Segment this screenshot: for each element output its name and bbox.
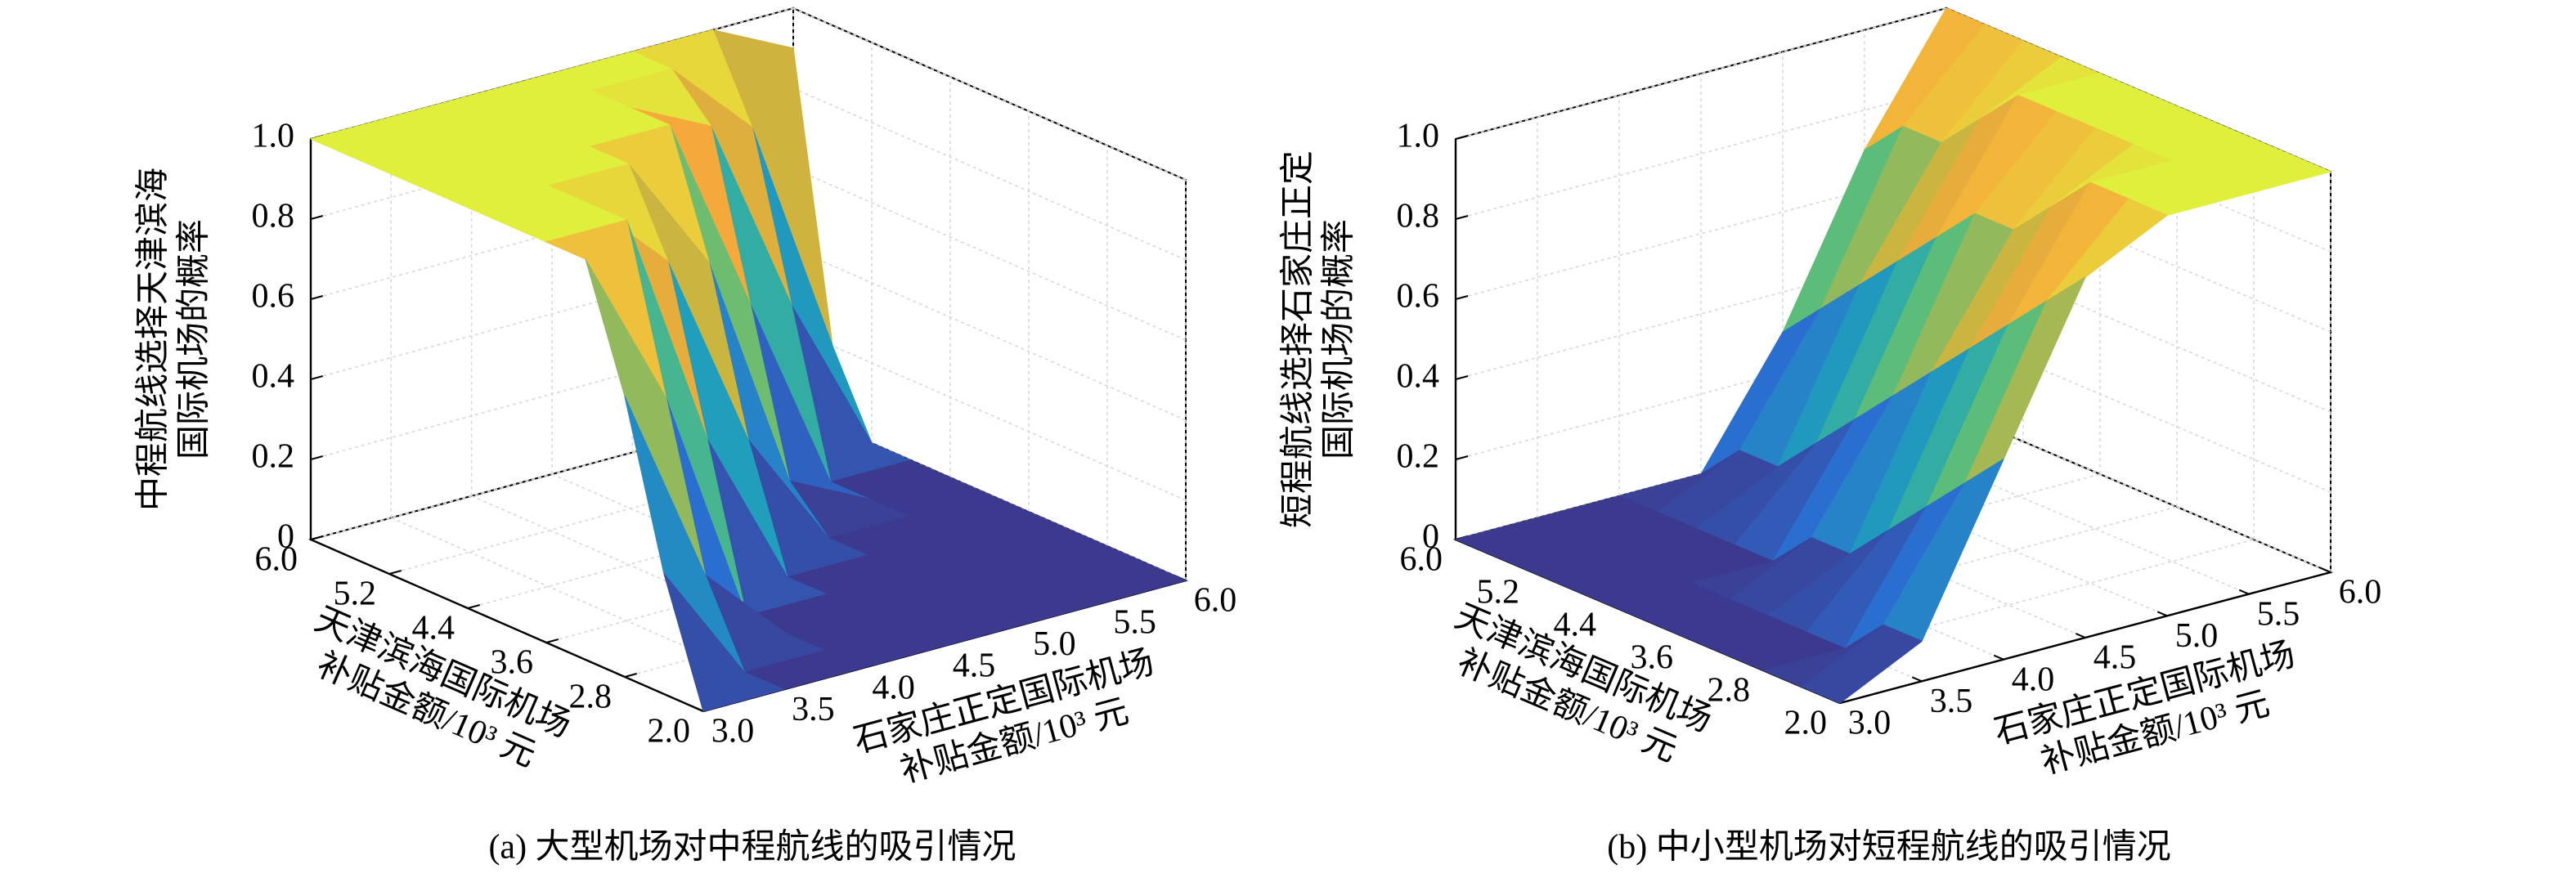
x-tick-label: 3.5 bbox=[1930, 683, 1973, 720]
z-axis-label: 短程航线选择石家庄正定 国际机场的概率 bbox=[1279, 150, 1358, 528]
z-tick bbox=[1455, 455, 1469, 460]
z-tick-label: 0 bbox=[1422, 518, 1439, 556]
surface-patch bbox=[1801, 624, 1923, 704]
z-tick bbox=[1455, 295, 1469, 300]
y-tick-label: 4.4 bbox=[412, 610, 456, 647]
z-tick-label: 0.2 bbox=[1397, 438, 1440, 476]
z-tick-label: 0.8 bbox=[1397, 198, 1440, 235]
z-tick bbox=[1455, 375, 1469, 380]
z-axis-label-line: 中程航线选择天津滨海 bbox=[134, 168, 173, 511]
z-axis-label-line: 国际机场的概率 bbox=[175, 219, 213, 459]
z-tick bbox=[1455, 215, 1469, 220]
y-tick-label: 2.0 bbox=[1784, 705, 1828, 742]
y-tick-label: 4.4 bbox=[1554, 607, 1597, 644]
z-tick-label: 0.2 bbox=[252, 438, 295, 476]
x-tick bbox=[693, 706, 704, 712]
z-tick-label: 1.0 bbox=[252, 118, 295, 155]
x-tick-label: 5.5 bbox=[1113, 603, 1156, 641]
z-tick-label: 0.6 bbox=[252, 278, 295, 316]
x-tick-label: 4.0 bbox=[2012, 661, 2055, 698]
z-tick-label: 0.8 bbox=[252, 198, 295, 235]
y-tick-label: 2.0 bbox=[648, 713, 691, 750]
grid-line bbox=[310, 328, 794, 460]
z-tick bbox=[310, 375, 324, 380]
grid-line bbox=[388, 442, 873, 575]
z-tick bbox=[1455, 135, 1469, 140]
x-tick-label: 6.0 bbox=[2339, 574, 2382, 611]
y-tick-label: 2.8 bbox=[1708, 672, 1751, 710]
x-tick-label: 5.0 bbox=[1033, 625, 1076, 663]
x-tick bbox=[1993, 654, 2004, 661]
x-tick bbox=[2075, 633, 2086, 638]
x-tick-label: 5.0 bbox=[2175, 617, 2219, 655]
x-tick-label: 6.0 bbox=[1194, 582, 1237, 620]
x-tick bbox=[2320, 567, 2331, 573]
x-tick-label: 3.5 bbox=[792, 691, 835, 728]
y-tick bbox=[1839, 699, 1853, 704]
x-tick-label: 5.5 bbox=[2257, 595, 2300, 633]
y-tick-label: 6.0 bbox=[1400, 541, 1443, 579]
x-tick-label: 4.0 bbox=[872, 669, 915, 706]
y-tick-label: 3.6 bbox=[1631, 639, 1674, 677]
x-tick-label: 3.0 bbox=[711, 713, 755, 750]
x-tick bbox=[1911, 676, 1923, 683]
chart-caption: (b) 中小型机场对短程航线的吸引情况 bbox=[1607, 828, 2170, 867]
y-tick-label: 5.2 bbox=[1477, 574, 1520, 611]
z-tick bbox=[310, 455, 324, 460]
y-axis bbox=[310, 538, 704, 713]
z-tick bbox=[310, 535, 324, 540]
y-tick bbox=[467, 604, 481, 609]
grid-line bbox=[310, 248, 794, 380]
x-tick bbox=[2238, 589, 2250, 595]
z-tick-label: 1.0 bbox=[1397, 118, 1440, 155]
y-tick-label: 2.8 bbox=[569, 679, 613, 716]
z-axis-label-line: 短程航线选择石家庄正定 bbox=[1279, 150, 1317, 528]
z-tick bbox=[310, 215, 324, 220]
y-tick bbox=[388, 570, 402, 575]
x-tick-label: 3.0 bbox=[1848, 705, 1892, 742]
x-tick bbox=[2156, 611, 2168, 617]
y-tick-label: 5.2 bbox=[334, 576, 377, 613]
z-tick-label: 0 bbox=[277, 518, 294, 556]
z-tick bbox=[310, 295, 324, 300]
x-tick-label: 4.5 bbox=[953, 647, 996, 685]
grid-line bbox=[310, 408, 794, 540]
z-axis-label: 中程航线选择天津滨海 国际机场的概率 bbox=[134, 168, 213, 511]
chart-caption: (a) 大型机场对中程航线的吸引情况 bbox=[488, 828, 1016, 867]
y-tick-label: 3.6 bbox=[491, 644, 534, 682]
z-tick-label: 0.4 bbox=[252, 358, 295, 396]
y-tick bbox=[624, 673, 638, 678]
z-tick-label: 0.4 bbox=[1397, 358, 1440, 396]
x-tick-label: 4.5 bbox=[2094, 639, 2137, 677]
z-axis-label-line: 国际机场的概率 bbox=[1320, 219, 1358, 459]
y-tick-label: 6.0 bbox=[255, 541, 298, 579]
surface-patch bbox=[663, 573, 784, 712]
y-tick bbox=[545, 638, 559, 643]
z-tick-label: 0.6 bbox=[1397, 278, 1440, 316]
